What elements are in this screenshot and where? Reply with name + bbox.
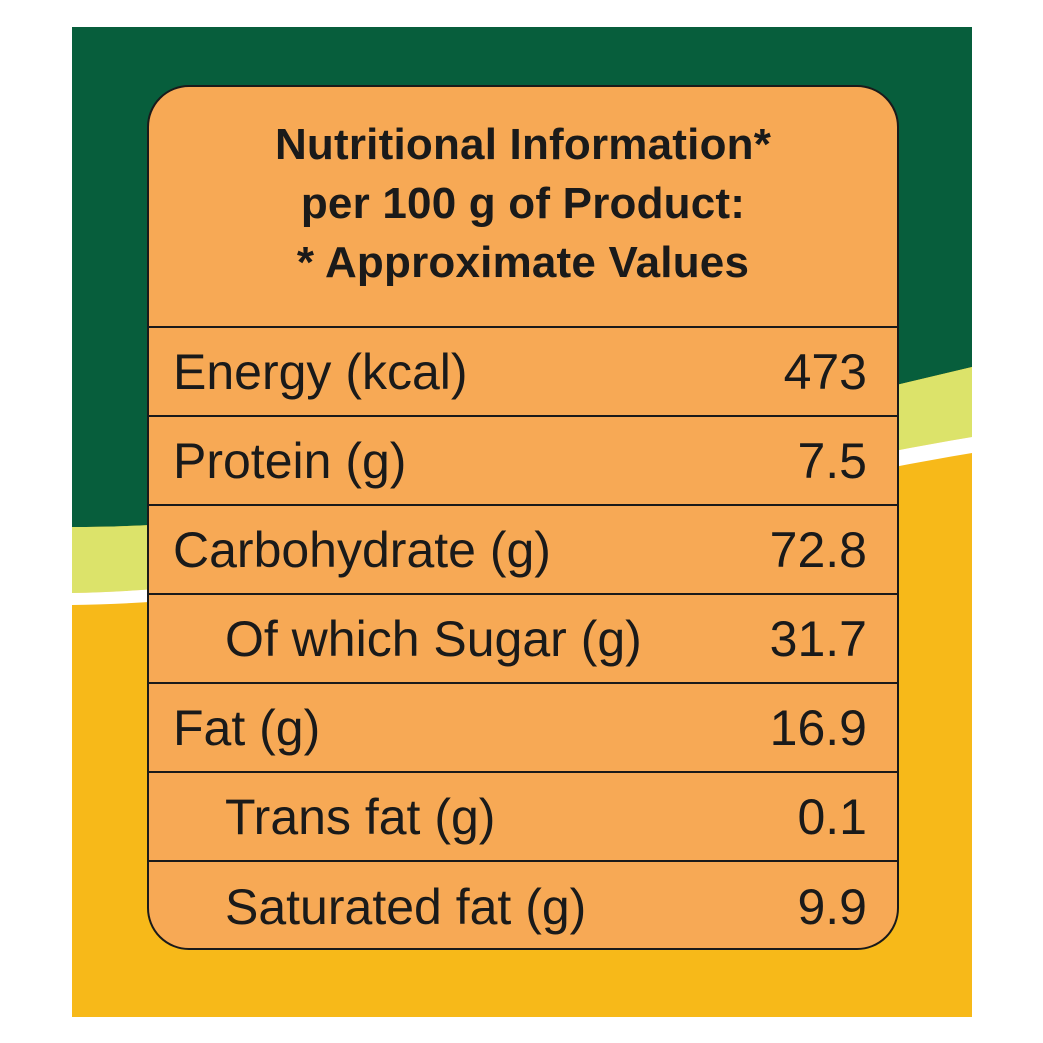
nutrient-label: Carbohydrate (g) [173,521,551,578]
nutrient-value: 0.1 [797,788,867,845]
nutrition-table: Energy (kcal) 473 Protein (g) 7.5 Carboh… [149,328,897,948]
nutrient-row-sugar: Of which Sugar (g) 31.7 [149,595,897,684]
nutrient-value: 16.9 [769,699,867,756]
nutrient-row-fat: Fat (g) 16.9 [149,684,897,773]
nutrient-row-trans-fat: Trans fat (g) 0.1 [149,773,897,862]
nutrient-label: Protein (g) [173,432,407,489]
header-serving: per 100 g of Product: [300,179,746,228]
nutrient-row-protein: Protein (g) 7.5 [149,417,897,506]
nutrient-label: Trans fat (g) [225,788,496,845]
nutrient-label: Saturated fat (g) [225,878,587,935]
nutrient-row-energy: Energy (kcal) 473 [149,328,897,417]
header-title: Nutritional Information* [274,120,772,169]
nutrient-row-saturated-fat: Saturated fat (g) 9.9 [149,862,897,948]
nutrition-label: Nutritional Information* per 100 g of Pr… [147,85,899,950]
header-note: * Approximate Values [296,238,750,287]
nutrient-value: 31.7 [769,610,867,667]
nutrient-label: Energy (kcal) [173,343,468,400]
nutrient-value: 473 [783,343,867,400]
nutrition-header: Nutritional Information* per 100 g of Pr… [149,87,897,328]
nutrient-label: Fat (g) [173,699,321,756]
nutrient-value: 72.8 [769,521,867,578]
nutrient-label: Of which Sugar (g) [225,610,642,667]
nutrient-value: 7.5 [797,432,867,489]
nutrient-value: 9.9 [797,878,867,935]
nutrient-row-carbohydrate: Carbohydrate (g) 72.8 [149,506,897,595]
